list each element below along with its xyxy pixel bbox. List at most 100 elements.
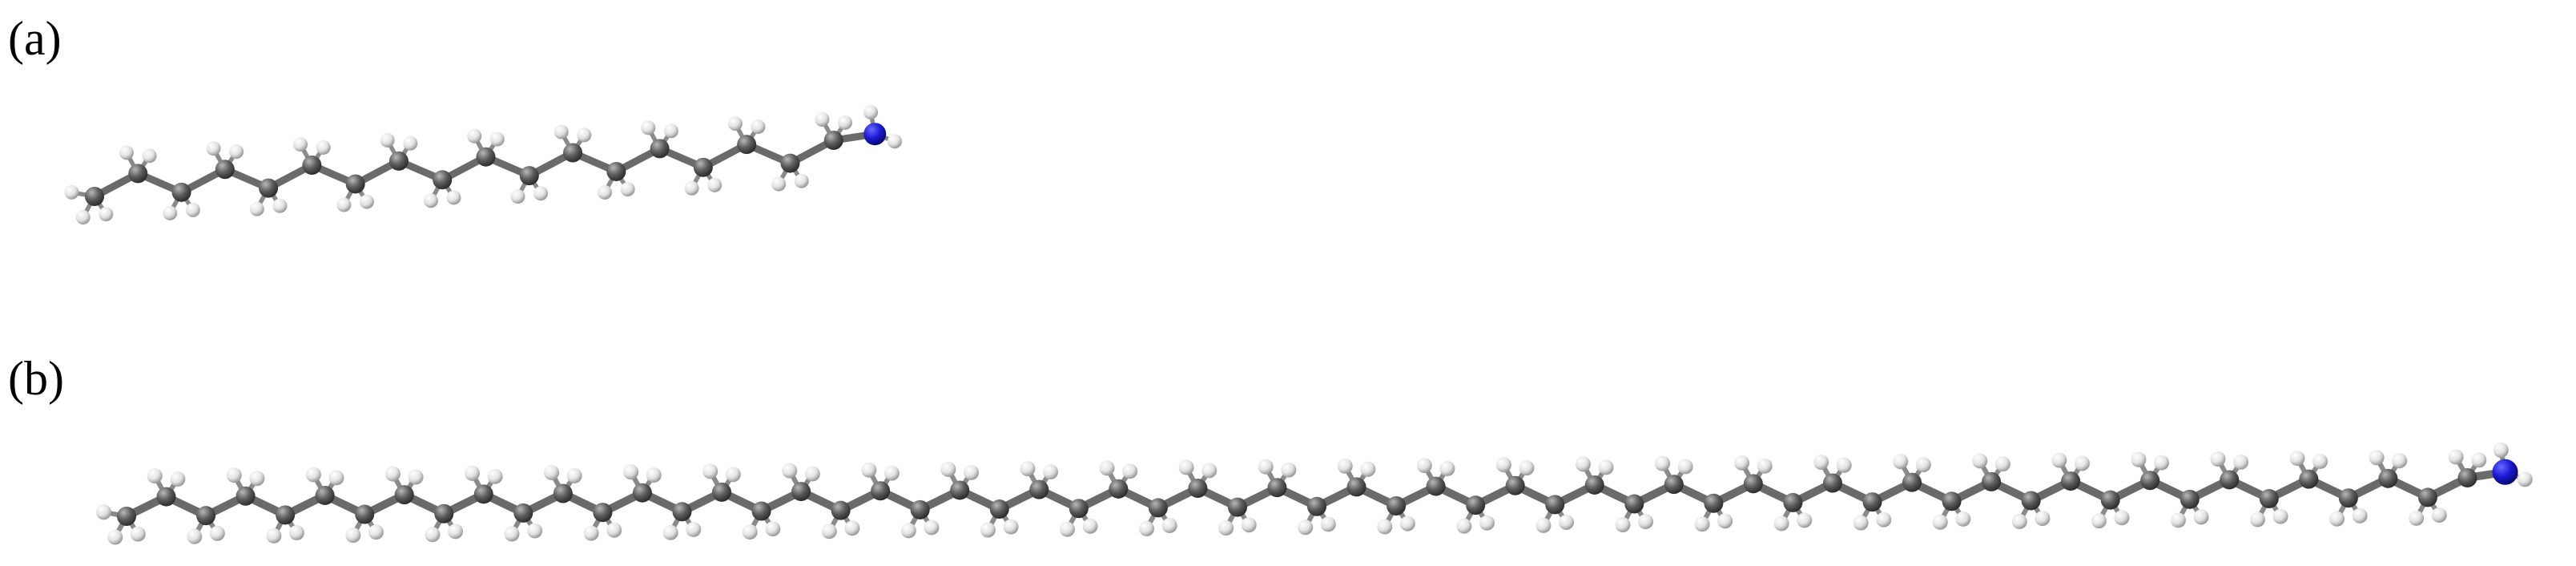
hydrogen-atom [119,145,134,160]
carbon-atom [1624,494,1644,514]
hydrogen-atom [187,528,203,544]
carbon-atom [553,483,573,503]
molecule-a [64,104,902,224]
carbon-atom [780,153,800,173]
hydrogen-atom [533,186,549,201]
hydrogen-atom [1757,458,1773,474]
nitrogen-atom [863,123,887,146]
hydrogen-atom [2091,513,2107,529]
hydrogen-atom [1003,519,1019,535]
hydrogen-atom [2170,512,2186,528]
hydrogen-atom [504,526,520,542]
carbon-atom [235,486,256,506]
hydrogen-atom [1320,516,1336,532]
carbon-atom [1505,475,1525,495]
carbon-atom [672,502,692,522]
carbon-atom [156,487,176,507]
carbon-atom [117,507,136,526]
carbon-atom [1029,479,1049,499]
carbon-atom [2140,471,2160,491]
hydrogen-atom [887,134,902,149]
carbon-atom [950,480,970,500]
hydrogen-atom [272,198,288,213]
hydrogen-atom [620,182,635,197]
carbon-atom [1902,472,1922,492]
hydrogen-atom [467,128,482,144]
carbon-atom [2220,470,2240,490]
hydrogen-atom [1677,459,1693,475]
carbon-atom [593,503,613,523]
hydrogen-atom [623,464,639,480]
carbon-atom [476,147,496,167]
carbon-atom [2457,468,2477,487]
hydrogen-atom [1337,458,1353,474]
hydrogen-atom [1377,519,1393,535]
hydrogen-atom [1020,461,1036,477]
hydrogen-atom [1281,462,1297,478]
carbon-atom [355,504,375,524]
hydrogen-atom [345,528,361,544]
hydrogen-atom [1994,456,2010,472]
hydrogen-atom [771,176,787,192]
hydrogen-atom [544,465,560,481]
carbon-atom [563,143,583,163]
hydrogen-atom [863,104,879,119]
hydrogen-atom [583,525,599,541]
hydrogen-atom [2272,508,2288,524]
hydrogen-atom [1201,463,1218,479]
carbon-atom [1069,499,1089,519]
hydrogen-atom [316,139,331,155]
carbon-atom [388,151,409,171]
carbon-atom [989,499,1009,520]
hydrogen-atom [170,471,186,487]
carbon-atom [712,482,731,502]
hydrogen-atom [336,197,352,212]
carbon-atom [2259,489,2279,509]
hydrogen-atom [1416,458,1432,474]
hydrogen-atom [1060,521,1075,537]
carbon-atom [737,135,757,155]
hydrogen-atom [598,184,613,200]
hydrogen-atom [1836,457,1852,473]
carbon-atom [128,164,148,184]
hydrogen-atom [794,173,809,188]
carbon-atom [791,482,811,502]
carbon-atom [2417,487,2437,507]
hydrogen-atom [107,529,123,545]
carbon-atom [823,131,843,150]
carbon-atom [1783,492,1803,512]
carbon-atom [871,481,891,501]
carbon-atom [831,500,851,520]
hydrogen-atom [1813,455,1829,471]
hydrogen-atom [1099,460,1115,476]
hydrogen-atom [553,124,569,139]
hydrogen-atom [1536,517,1552,533]
carbon-atom [473,484,493,504]
carbon-atom [1584,475,1604,495]
hydrogen-atom [1559,514,1574,530]
hydrogen-atom [751,119,766,135]
hydrogen-atom [1853,515,1869,531]
hydrogen-atom [2074,455,2090,471]
hydrogen-atom [606,522,622,538]
hydrogen-atom [1161,518,1177,534]
hydrogen-atom [465,465,480,481]
hydrogen-atom [1122,463,1138,479]
hydrogen-atom [1955,511,1971,527]
hydrogen-atom [288,524,304,540]
hydrogen-atom [384,466,400,482]
hydrogen-atom [964,464,979,480]
hydrogen-atom [209,525,225,541]
hydrogen-atom [1575,456,1591,472]
carbon-atom [910,499,930,520]
hydrogen-atom [2369,450,2385,466]
hydrogen-layer [95,443,2533,545]
hydrogen-atom [702,463,718,479]
hydrogen-atom [185,202,200,217]
hydrogen-atom [64,184,79,200]
hydrogen-atom [1694,516,1710,532]
hydrogen-atom [1932,514,1948,530]
carbon-atom [1188,479,1208,499]
hydrogen-atom [1598,459,1614,475]
carbon-atom [1387,495,1407,515]
